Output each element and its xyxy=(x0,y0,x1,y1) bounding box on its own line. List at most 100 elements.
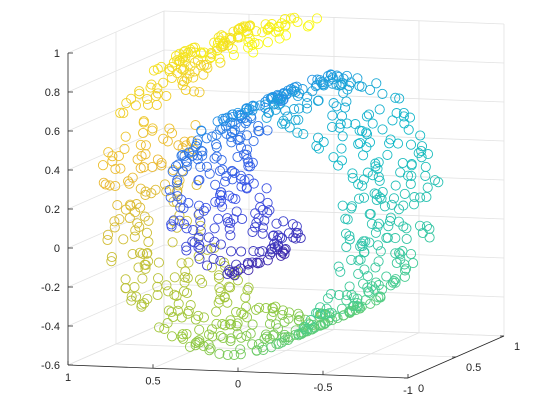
y-tick-label: 1 xyxy=(514,341,520,353)
scatter-point xyxy=(244,20,256,31)
scatter-point xyxy=(219,36,231,47)
scatter-point xyxy=(271,218,282,229)
scatter-point xyxy=(147,123,158,134)
scatter-point xyxy=(235,173,247,184)
scatter-point xyxy=(224,223,235,234)
scatter-point xyxy=(119,143,130,154)
scatter-point xyxy=(372,163,383,174)
scatter-point xyxy=(383,221,394,232)
scatter-point xyxy=(263,107,275,118)
grid-line-z-back xyxy=(163,88,505,103)
scatter-point xyxy=(366,218,377,229)
scatter-point xyxy=(328,98,339,109)
scatter-point xyxy=(217,319,228,330)
scatter-point xyxy=(247,339,258,350)
scatter-point xyxy=(248,246,259,257)
scatter-point xyxy=(251,304,262,315)
scatter-point xyxy=(181,241,192,252)
scatter-point xyxy=(389,276,400,287)
scatter-point xyxy=(341,96,352,107)
scatter-point xyxy=(166,331,178,342)
scatter-point xyxy=(242,115,253,126)
scatter-point xyxy=(194,253,205,264)
scatter-point xyxy=(142,99,154,110)
x-tick-label: 1 xyxy=(65,372,71,384)
scatter-point xyxy=(235,349,246,360)
scatter-point xyxy=(414,220,426,231)
z-tick-label: 1 xyxy=(54,48,60,60)
scatter-point xyxy=(280,105,291,116)
scatter-point xyxy=(326,70,337,81)
scatter-point xyxy=(234,109,245,120)
scatter-point xyxy=(211,306,222,317)
scatter-point xyxy=(208,253,219,264)
scatter-point xyxy=(358,236,369,247)
scatter-point xyxy=(143,236,154,248)
scatter-point xyxy=(277,309,288,321)
scatter-point xyxy=(390,180,401,191)
scatter-point xyxy=(313,132,324,143)
grid-line-z-left xyxy=(67,283,165,327)
scatter-point xyxy=(216,155,227,166)
grid-line-z-back xyxy=(163,244,505,259)
scatter-point xyxy=(210,196,221,207)
scatter-point xyxy=(242,144,253,155)
scatter-point xyxy=(115,107,126,119)
scatter-point xyxy=(193,175,204,186)
scatter-point xyxy=(152,289,163,301)
scatter-point xyxy=(129,231,140,242)
scatter-point xyxy=(353,268,364,279)
scatter-point xyxy=(168,311,179,323)
scatter-point xyxy=(134,86,145,97)
scatter-point xyxy=(292,91,303,102)
scatter-point xyxy=(176,258,187,269)
grid-line-z-left xyxy=(67,49,165,93)
scatter-point xyxy=(198,69,209,80)
scatter-point xyxy=(363,109,375,120)
scatter-point xyxy=(136,301,147,312)
scatter-point xyxy=(397,157,408,169)
scatter-point xyxy=(139,211,150,222)
scatter-point xyxy=(269,98,280,109)
scatter-point xyxy=(404,112,416,123)
scatter-point xyxy=(219,292,230,303)
scatter-point xyxy=(207,131,218,142)
scatter-point xyxy=(158,133,169,144)
scatter-point xyxy=(253,120,264,132)
scatter-point xyxy=(229,266,240,277)
scatter-point xyxy=(243,36,254,48)
scatter-point xyxy=(416,145,427,157)
scatter-point xyxy=(214,197,225,208)
scatter-point xyxy=(194,324,205,335)
scatter-point xyxy=(304,319,315,330)
scatter-point xyxy=(285,13,296,24)
scatter-point xyxy=(387,277,399,288)
scatter-point xyxy=(126,291,137,302)
scatter-point xyxy=(121,98,132,109)
x-tick-label: 0.5 xyxy=(145,375,160,387)
scatter-point xyxy=(152,281,163,292)
scatter-point xyxy=(167,166,178,177)
scatter-point xyxy=(152,154,163,165)
scatter-point xyxy=(227,109,238,120)
scatter-point xyxy=(415,192,426,203)
scatter-point xyxy=(268,306,279,317)
scatter-point xyxy=(363,286,374,297)
scatter-point xyxy=(236,332,247,343)
scatter-point xyxy=(241,312,253,323)
scatter-point xyxy=(294,315,305,326)
grid-line-z-left xyxy=(67,244,165,288)
scatter-point xyxy=(250,208,261,219)
scatter-point xyxy=(180,45,191,57)
scatter-point xyxy=(253,125,264,136)
scatter-point xyxy=(172,187,183,198)
tick-labels: 1 0.5 0 -0.5 -1 0 0.5 1 1 0.8 0.6 0.4 0.2 0 -0.2 -0.4 -0… xyxy=(41,48,520,397)
scatter-point xyxy=(120,274,131,285)
scatter-point xyxy=(361,111,372,122)
scatter-point xyxy=(228,50,239,61)
scatter-point xyxy=(251,345,262,356)
scatter-point xyxy=(147,161,158,173)
scatter-point xyxy=(206,243,217,254)
scatter-point xyxy=(120,131,131,142)
scatter-point xyxy=(394,247,405,259)
